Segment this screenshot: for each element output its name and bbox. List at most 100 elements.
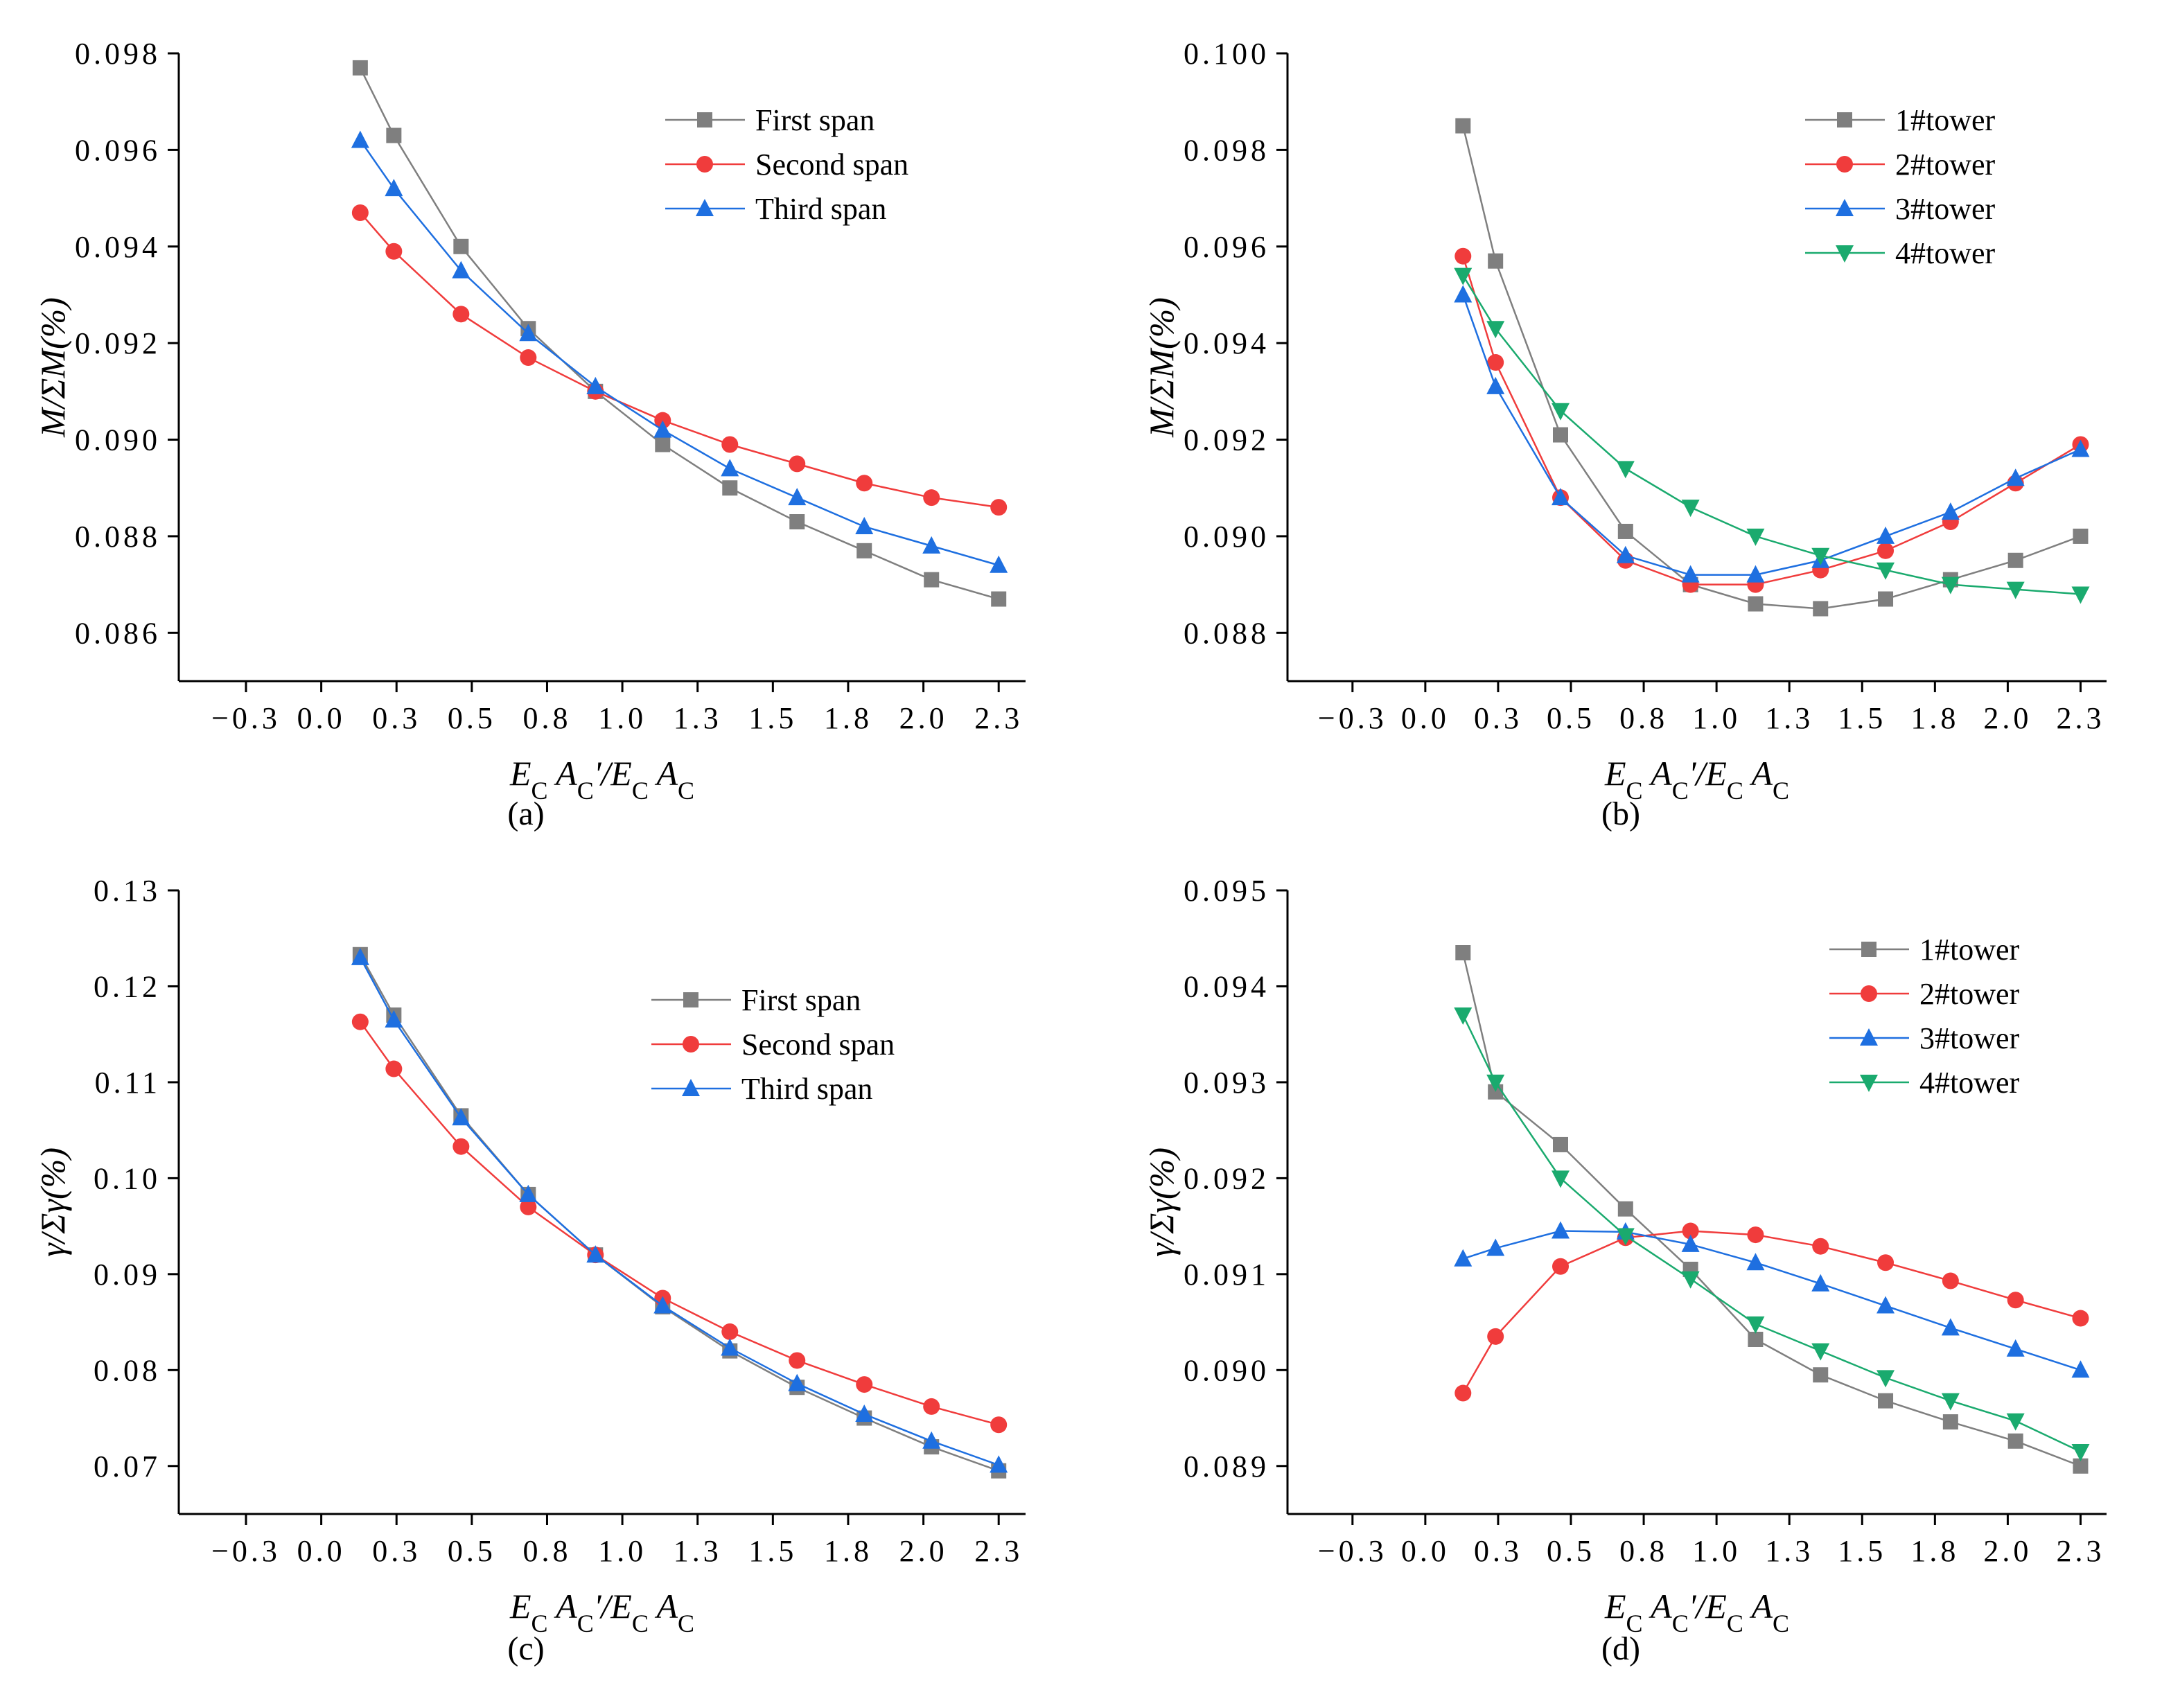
legend-marker xyxy=(1837,112,1852,127)
x-tick-label: 0.3 xyxy=(372,701,421,735)
data-point xyxy=(1455,945,1471,960)
data-point xyxy=(586,1245,605,1263)
data-point xyxy=(1942,1272,1959,1289)
data-point xyxy=(1454,1384,1472,1402)
data-point xyxy=(2006,1339,2025,1357)
data-point xyxy=(856,543,872,558)
x-tick-label: 1.3 xyxy=(1765,701,1813,735)
data-point xyxy=(2073,1458,2089,1474)
data-point xyxy=(990,1455,1008,1473)
data-point xyxy=(1811,547,1830,565)
data-point xyxy=(653,1296,672,1314)
y-tick-label: 0.092 xyxy=(1184,1161,1269,1195)
legend-marker xyxy=(1836,245,1854,263)
data-point xyxy=(923,1398,940,1415)
data-point xyxy=(1813,1367,1829,1383)
data-point xyxy=(789,514,805,530)
chart-panel-b: 0.088 0.090 0.092 0.094 0.096 0.098 0.100 −0.3 0… xyxy=(1142,37,2107,832)
y-tick-label: 0.11 xyxy=(95,1066,161,1100)
x-tick-label: 0.8 xyxy=(1619,1534,1668,1568)
data-point xyxy=(1616,461,1635,479)
x-tick-label: 0.8 xyxy=(522,1534,571,1568)
x-tick-label: 2.0 xyxy=(1983,701,2032,735)
data-point xyxy=(1877,1254,1895,1271)
legend-marker xyxy=(1860,1075,1878,1092)
y-tick-label: 0.098 xyxy=(1184,133,1269,167)
y-tick-label: 0.098 xyxy=(75,37,161,71)
data-point xyxy=(990,1416,1008,1434)
data-point xyxy=(789,1352,806,1369)
x-tick-label: 1.3 xyxy=(674,1534,722,1568)
data-point xyxy=(452,1108,471,1126)
x-tick-label: 2.0 xyxy=(1983,1534,2032,1568)
series-line-second-span xyxy=(359,212,999,509)
data-point xyxy=(1552,1258,1569,1275)
data-point xyxy=(1748,596,1764,612)
x-axis-title: EC AC'/EC AC xyxy=(509,1587,694,1637)
data-point xyxy=(1553,1136,1568,1152)
data-point xyxy=(721,1338,739,1356)
y-tick-label: 0.090 xyxy=(1184,1353,1269,1387)
chart-panel-c: 0.07 0.08 0.09 0.10 0.11 0.12 0.13 −0.3 0.0 0.3 0.… xyxy=(33,874,1026,1667)
data-point xyxy=(1552,1170,1570,1188)
legend-label: Third span xyxy=(741,1072,872,1106)
y-tick-label: 0.090 xyxy=(1184,520,1269,554)
data-point xyxy=(351,130,369,148)
y-tick-label: 0.100 xyxy=(1184,37,1269,71)
legend-marker xyxy=(697,112,712,127)
series-line-first-span xyxy=(359,954,999,1472)
x-tick-label: 1.8 xyxy=(1910,701,1959,735)
legend-marker xyxy=(696,156,713,173)
data-point xyxy=(452,261,471,279)
data-point xyxy=(385,243,403,260)
data-point xyxy=(385,179,403,197)
x-tick-label: 1.0 xyxy=(1692,701,1741,735)
legend-marker xyxy=(1861,985,1877,1002)
data-point xyxy=(1486,321,1505,339)
y-tick-label: 0.094 xyxy=(1184,326,1269,360)
y-axis-title: M/ΣM(%) xyxy=(33,297,72,438)
data-point xyxy=(2073,528,2089,544)
data-point xyxy=(1876,562,1895,580)
x-tick-label: 0.8 xyxy=(1619,701,1668,735)
x-tick-label: −0.3 xyxy=(1318,701,1387,735)
x-tick-label: 0.5 xyxy=(448,1534,496,1568)
data-point xyxy=(2006,1413,2025,1431)
x-tick-label: 1.0 xyxy=(1692,1534,1741,1568)
data-point xyxy=(1941,1393,1960,1411)
legend-marker xyxy=(683,1036,699,1053)
panel-caption: (d) xyxy=(1601,1630,1640,1667)
legend-marker xyxy=(1836,156,1853,173)
x-tick-label: −0.3 xyxy=(211,701,281,735)
x-tick-label: 1.3 xyxy=(674,701,722,735)
data-point xyxy=(586,376,605,394)
y-tick-label: 0.13 xyxy=(94,874,161,908)
data-point xyxy=(2072,1310,2089,1327)
y-tick-label: 0.086 xyxy=(75,616,161,650)
y-axis-title: γ/Σγ(%) xyxy=(33,1147,72,1257)
legend-marker xyxy=(1861,942,1876,957)
y-tick-label: 0.088 xyxy=(1184,616,1269,650)
y-tick-label: 0.093 xyxy=(1184,1066,1269,1100)
x-tick-label: 0.3 xyxy=(372,1534,421,1568)
data-point xyxy=(351,1013,369,1030)
x-tick-label: 0.8 xyxy=(522,701,571,735)
data-point xyxy=(1454,1007,1473,1025)
data-point xyxy=(856,475,873,492)
y-tick-label: 0.091 xyxy=(1184,1258,1269,1292)
data-point xyxy=(352,60,368,76)
data-point xyxy=(1486,376,1505,394)
x-tick-label: 1.5 xyxy=(748,1534,797,1568)
data-point xyxy=(990,555,1008,573)
y-tick-label: 0.092 xyxy=(75,326,161,360)
y-tick-label: 0.094 xyxy=(75,230,161,264)
data-point xyxy=(386,127,402,143)
y-tick-label: 0.088 xyxy=(75,520,161,554)
data-point xyxy=(1876,526,1895,544)
data-point xyxy=(1746,565,1765,583)
data-point xyxy=(653,420,672,438)
data-point xyxy=(1746,1316,1765,1334)
legend-label: First span xyxy=(755,103,874,137)
data-point xyxy=(1681,565,1700,583)
x-tick-label: 0.3 xyxy=(1474,701,1522,735)
